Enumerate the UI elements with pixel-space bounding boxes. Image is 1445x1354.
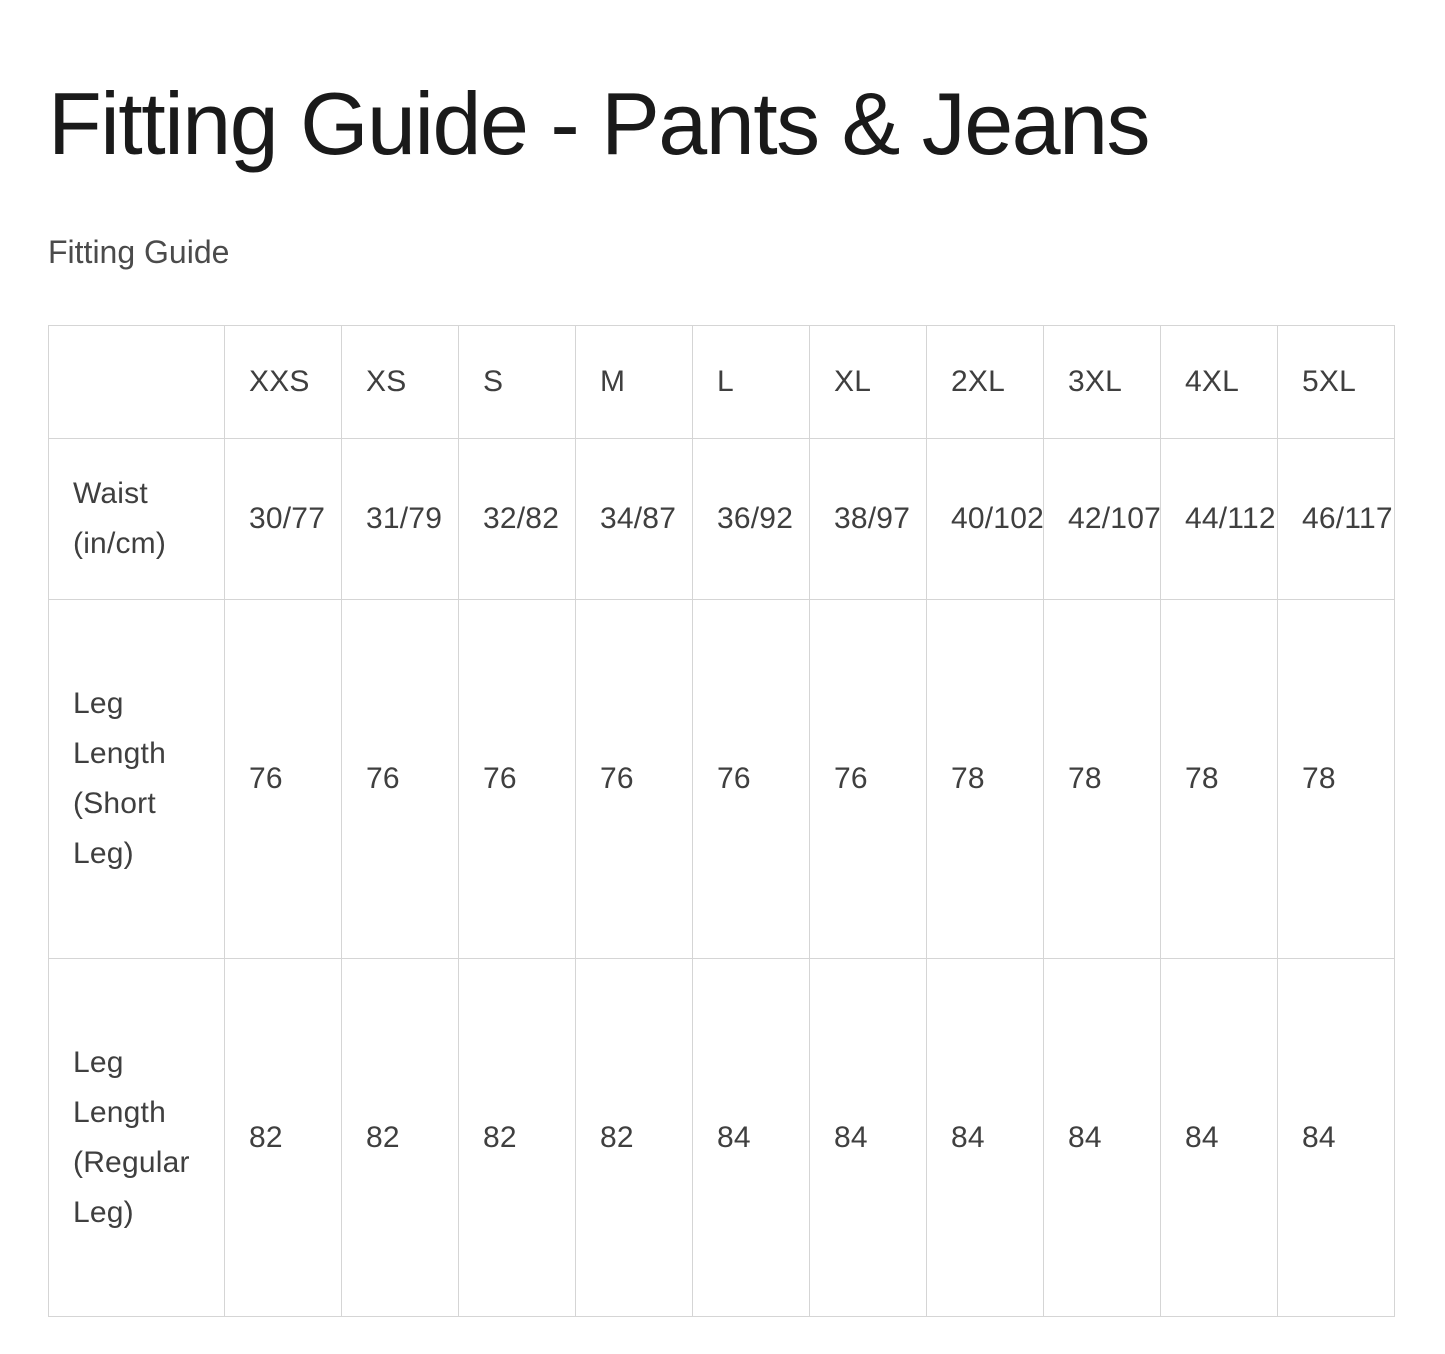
cell-short-5xl: 78	[1277, 599, 1395, 959]
column-header-xxs: XXS	[224, 325, 342, 439]
cell-waist-xs: 31/79	[341, 438, 459, 600]
cell-short-m: 76	[575, 599, 693, 959]
table-row: Leg Length (Short Leg) 76 76 76 76 76 76…	[48, 599, 1395, 959]
row-label-leg-length-regular: Leg Length (Regular Leg)	[48, 958, 225, 1317]
column-header-s: S	[458, 325, 576, 439]
cell-waist-xxs: 30/77	[224, 438, 342, 600]
cell-regular-xxs: 82	[224, 958, 342, 1317]
column-header-m: M	[575, 325, 693, 439]
cell-waist-5xl: 46/117	[1277, 438, 1395, 600]
column-header-4xl: 4XL	[1160, 325, 1278, 439]
cell-short-2xl: 78	[926, 599, 1044, 959]
row-label-leg-length-short: Leg Length (Short Leg)	[48, 599, 225, 959]
table-row: Leg Length (Regular Leg) 82 82 82 82 84 …	[48, 958, 1395, 1317]
column-header-5xl: 5XL	[1277, 325, 1395, 439]
cell-short-l: 76	[692, 599, 810, 959]
column-header-2xl: 2XL	[926, 325, 1044, 439]
cell-waist-m: 34/87	[575, 438, 693, 600]
cell-waist-xl: 38/97	[809, 438, 927, 600]
table-header: XXS XS S M L XL 2XL 3XL 4XL 5XL	[48, 325, 1395, 439]
cell-regular-2xl: 84	[926, 958, 1044, 1317]
table-corner-cell	[48, 325, 225, 439]
cell-regular-s: 82	[458, 958, 576, 1317]
cell-waist-2xl: 40/102	[926, 438, 1044, 600]
row-label-waist: Waist (in/cm)	[48, 438, 225, 600]
cell-regular-3xl: 84	[1043, 958, 1161, 1317]
cell-regular-xs: 82	[341, 958, 459, 1317]
table-row: Waist (in/cm) 30/77 31/79 32/82 34/87 36…	[48, 438, 1395, 600]
table-header-row: XXS XS S M L XL 2XL 3XL 4XL 5XL	[48, 325, 1395, 439]
cell-regular-l: 84	[692, 958, 810, 1317]
column-header-l: L	[692, 325, 810, 439]
cell-regular-4xl: 84	[1160, 958, 1278, 1317]
cell-short-s: 76	[458, 599, 576, 959]
cell-short-xl: 76	[809, 599, 927, 959]
fitting-guide-table: XXS XS S M L XL 2XL 3XL 4XL 5XL Waist (i…	[48, 325, 1395, 1317]
cell-regular-xl: 84	[809, 958, 927, 1317]
cell-waist-3xl: 42/107	[1043, 438, 1161, 600]
section-label: Fitting Guide	[48, 234, 230, 270]
cell-waist-l: 36/92	[692, 438, 810, 600]
cell-short-xs: 76	[341, 599, 459, 959]
page-title: Fitting Guide - Pants & Jeans	[48, 73, 1151, 173]
cell-waist-4xl: 44/112	[1160, 438, 1278, 600]
cell-regular-m: 82	[575, 958, 693, 1317]
cell-waist-s: 32/82	[458, 438, 576, 600]
column-header-3xl: 3XL	[1043, 325, 1161, 439]
cell-regular-5xl: 84	[1277, 958, 1395, 1317]
cell-short-3xl: 78	[1043, 599, 1161, 959]
column-header-xl: XL	[809, 325, 927, 439]
cell-short-4xl: 78	[1160, 599, 1278, 959]
cell-short-xxs: 76	[224, 599, 342, 959]
column-header-xs: XS	[341, 325, 459, 439]
fitting-guide-table-container: XXS XS S M L XL 2XL 3XL 4XL 5XL Waist (i…	[48, 325, 1395, 1317]
table-body: Waist (in/cm) 30/77 31/79 32/82 34/87 36…	[48, 438, 1395, 1317]
